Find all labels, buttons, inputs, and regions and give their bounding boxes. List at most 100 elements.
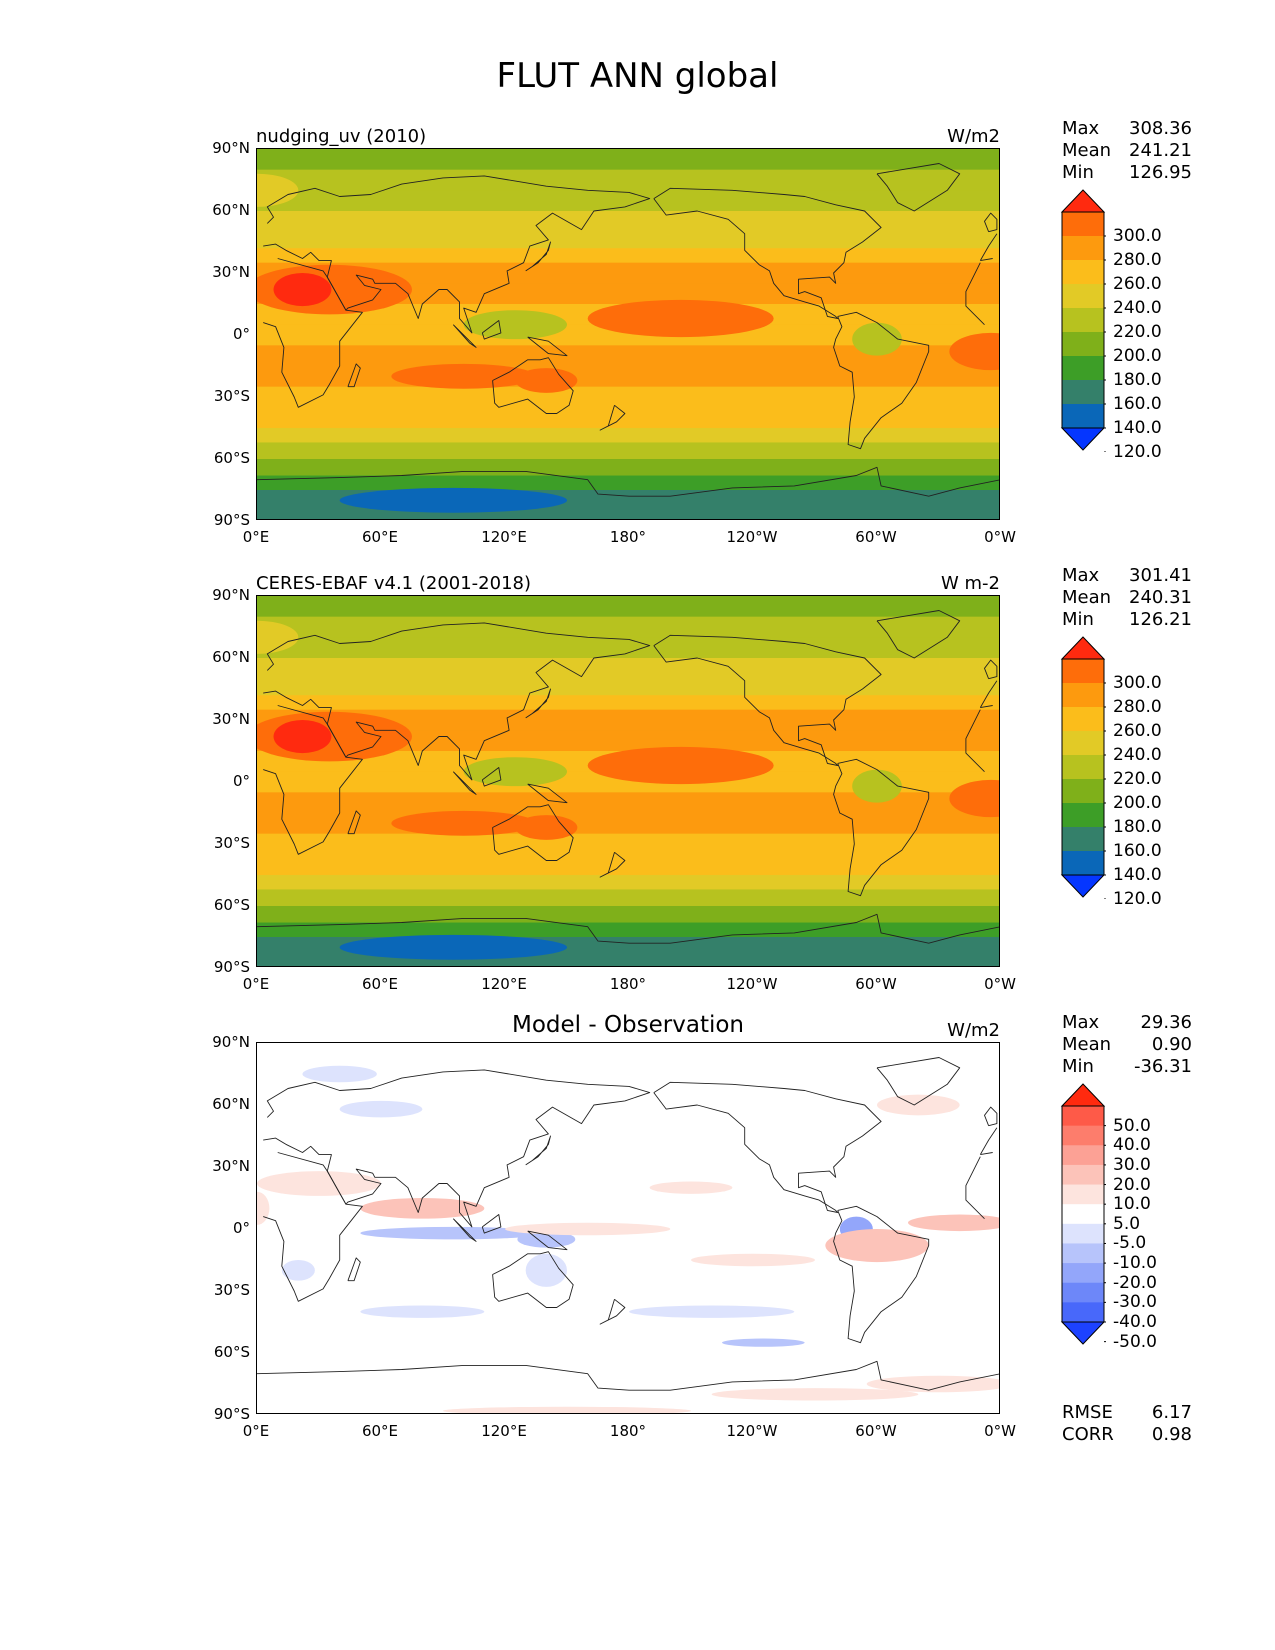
- colorbar-extend-max: [1060, 636, 1106, 660]
- lon-tick-label: 120°W: [726, 528, 778, 546]
- lat-tick-label: 30°N: [212, 263, 250, 281]
- colorbar-tick-label: -20.0: [1113, 1272, 1157, 1293]
- colorbar-segment: [1062, 1125, 1104, 1146]
- field-band: [257, 149, 999, 171]
- stat-label: Min: [1062, 1056, 1094, 1077]
- coastline-greenland: [876, 163, 961, 212]
- stat-label: Mean: [1062, 140, 1112, 161]
- colorbar-tick-label: 20.0: [1113, 1174, 1151, 1195]
- field-band: [257, 248, 999, 264]
- coastline-newguinea: [527, 336, 568, 357]
- lat-tick-label: 90°N: [212, 1033, 250, 1051]
- colorbar-extend-min: [1060, 874, 1106, 898]
- coastline-australia: [492, 357, 574, 414]
- field-blob: [515, 368, 578, 393]
- units-label: W/m2: [947, 1020, 1000, 1041]
- field-blob: [339, 487, 567, 513]
- colorbar-segment: [1062, 380, 1104, 405]
- colorbar-segment: [1062, 779, 1104, 804]
- map-plot-area: [256, 1042, 1000, 1414]
- lat-tick-label: 60°S: [213, 896, 250, 914]
- field-blob: [908, 1214, 999, 1232]
- colorbar-tick-label: 30.0: [1113, 1154, 1151, 1175]
- coastline-madagascar: [347, 363, 361, 388]
- coastline-indonesia2: [481, 320, 502, 340]
- field-blob: [852, 322, 902, 356]
- coastline-australia: [492, 804, 574, 861]
- map-panel-3: Model - Observation W/m2 90°N 60°N 30°N 0° 30°…: [0, 1012, 1275, 1482]
- stat-label: Mean: [1062, 587, 1112, 608]
- colorbar-segment: [1062, 851, 1104, 876]
- lon-tick-label: 60°W: [855, 1422, 897, 1440]
- lon-tick-label: 60°W: [855, 975, 897, 993]
- colorbar-segment: [1062, 1243, 1104, 1264]
- field-blob: [629, 1305, 795, 1318]
- coastline-australia: [492, 1251, 574, 1308]
- lon-tick-label: 0°E: [242, 975, 270, 993]
- lon-tick-label: 180°: [609, 1422, 647, 1440]
- coastline-namerica: [653, 634, 882, 766]
- coastline-uk: [984, 212, 998, 233]
- map-svg: [257, 1043, 999, 1413]
- stat-value: 240.31: [1129, 587, 1192, 608]
- field-band: [257, 428, 999, 443]
- colorbar-segment: [1062, 1184, 1104, 1205]
- field-band: [257, 854, 999, 876]
- field-band: [257, 637, 999, 659]
- colorbar-tick-label: 300.0: [1113, 673, 1162, 693]
- field-blob: [463, 310, 567, 340]
- field-blob: [281, 1260, 315, 1281]
- panel-title: nudging_uv (2010): [256, 126, 427, 147]
- stat-value: 0.90: [1151, 1034, 1192, 1055]
- colorbar-segment: [1062, 236, 1104, 261]
- colorbar-tick-label: 40.0: [1113, 1135, 1151, 1156]
- lat-tick-label: 60°N: [212, 648, 250, 666]
- colorbar-segment: [1062, 827, 1104, 852]
- map-svg: [257, 596, 999, 966]
- field-band: [257, 695, 999, 711]
- stat-label: Min: [1062, 609, 1094, 630]
- lat-tick-label: 60°S: [213, 449, 250, 467]
- stat-row: Mean 0.90: [1062, 1034, 1192, 1056]
- field-blob: [302, 1065, 377, 1083]
- colorbar-tick-label: 180.0: [1113, 817, 1162, 837]
- field-blob: [711, 1388, 919, 1401]
- field-band: [257, 771, 999, 793]
- field-blob: [866, 1375, 999, 1393]
- field-band: [257, 475, 999, 491]
- lon-tick-label: 0°W: [984, 528, 1016, 546]
- error-stat-row: RMSE 6.17: [1062, 1402, 1192, 1424]
- units-label: W/m2: [947, 126, 1000, 147]
- colorbar-tick-label: 240.0: [1113, 298, 1162, 318]
- stats-block: Max 29.36 Mean 0.90 Min -36.31: [1062, 1012, 1192, 1078]
- colorbar-segment: [1062, 731, 1104, 756]
- colorbar-tick-label: 300.0: [1113, 226, 1162, 246]
- stat-row: Max 308.36: [1062, 118, 1192, 140]
- colorbar-tick-label: 260.0: [1113, 721, 1162, 741]
- colorbar-segment: [1062, 659, 1104, 684]
- field-band: [257, 792, 999, 814]
- lat-tick-label: 30°N: [212, 710, 250, 728]
- field-band: [257, 459, 999, 477]
- field-blob: [852, 769, 902, 803]
- stat-value: 29.36: [1140, 1012, 1192, 1033]
- lon-tick-label: 120°E: [481, 975, 527, 993]
- lon-tick-label: 120°W: [726, 975, 778, 993]
- lon-tick-label: 180°: [609, 528, 647, 546]
- coastline-eurasia: [263, 1069, 998, 1228]
- lat-tick-label: 90°S: [213, 1405, 250, 1423]
- field-blob: [825, 1229, 929, 1263]
- stat-row: Min 126.21: [1062, 609, 1192, 631]
- field-blob: [443, 1406, 691, 1413]
- colorbar-tick-label: 50.0: [1113, 1115, 1151, 1136]
- colorbar: [1060, 189, 1106, 452]
- field-band: [257, 596, 999, 618]
- colorbar-segment: [1062, 1204, 1104, 1225]
- colorbar-tick-label: -5.0: [1113, 1233, 1147, 1254]
- colorbar-segment: [1062, 707, 1104, 732]
- colorbar-tick-label: 200.0: [1113, 346, 1162, 366]
- lat-tick-label: 30°S: [213, 834, 250, 852]
- colorbar: [1060, 636, 1106, 899]
- lat-tick-label: 60°N: [212, 201, 250, 219]
- field-blob: [360, 1305, 485, 1318]
